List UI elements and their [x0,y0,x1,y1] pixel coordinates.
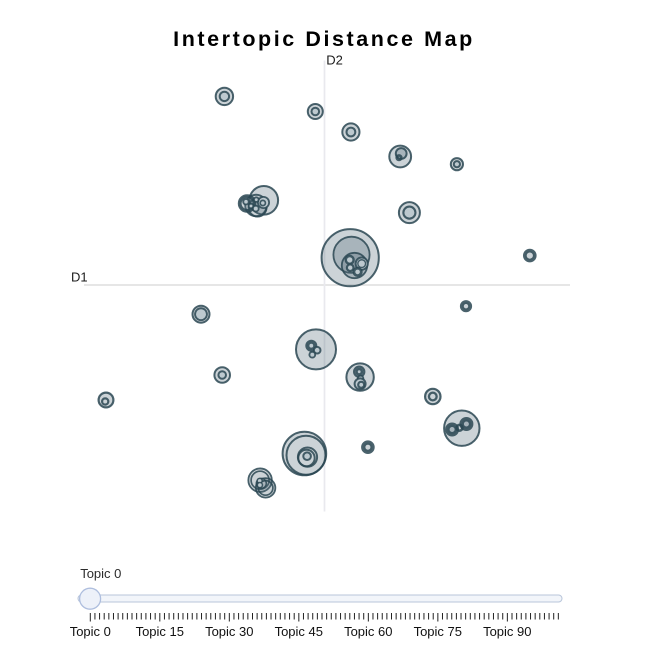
svg-text:D2: D2 [326,52,343,67]
svg-text:Topic 0: Topic 0 [70,624,111,639]
svg-text:Topic 60: Topic 60 [344,624,392,639]
svg-text:Topic 45: Topic 45 [275,624,323,639]
svg-text:Topic 0: Topic 0 [80,566,121,581]
svg-text:D1: D1 [71,270,88,285]
svg-text:Topic 15: Topic 15 [136,624,184,639]
svg-text:Topic 75: Topic 75 [414,624,462,639]
svg-text:Topic 90: Topic 90 [483,624,531,639]
svg-text:Intertopic Distance Map: Intertopic Distance Map [173,27,475,51]
svg-text:Topic 30: Topic 30 [205,624,253,639]
